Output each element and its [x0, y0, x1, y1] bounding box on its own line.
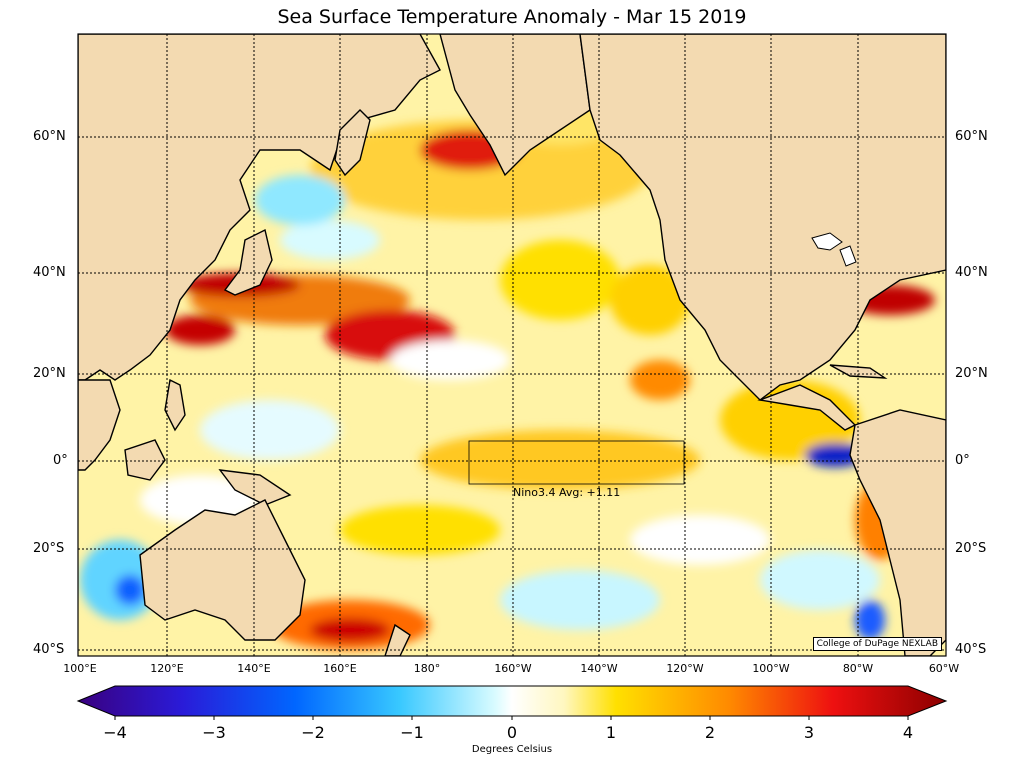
lon-label-160e: 160°E [323, 662, 357, 675]
lon-label-120w: 120°W [666, 662, 704, 675]
lat-label-40s-left: 40°S [33, 642, 65, 657]
nino34-label: Nino3.4 Avg: +1.11 [513, 486, 621, 499]
indochina-landmass [78, 379, 121, 471]
lon-label-100e: 100°E [63, 662, 97, 675]
new-zealand-landmass [384, 623, 411, 656]
colorbar-tick-1: 1 [605, 723, 617, 742]
lat-label-40s-right: 40°S [955, 642, 987, 657]
philippines-landmass [164, 378, 186, 432]
lat-label-20n-left: 20°N [33, 366, 66, 381]
lat-label-20s-left: 20°S [33, 541, 65, 556]
lat-label-eq-right: 0° [955, 453, 970, 468]
colorbar-tick-0: 0 [506, 723, 518, 742]
colorbar-tick-2: 2 [704, 723, 716, 742]
lat-label-40n-left: 40°N [33, 265, 66, 280]
lat-label-60n-left: 60°N [33, 129, 66, 144]
map-frame [77, 33, 947, 657]
north-america-landmass [579, 34, 946, 401]
colorbar-tick-4: 4 [902, 723, 914, 742]
lon-label-160w: 160°W [494, 662, 532, 675]
kamchatka-landmass [334, 109, 371, 177]
central-america-landmass [757, 384, 857, 431]
borneo-landmass [124, 439, 166, 481]
credit-label: College of DuPage NEXLAB [812, 637, 942, 651]
colorbar-tick-neg3: −3 [202, 723, 226, 742]
colorbar-tick-neg1: −1 [400, 723, 424, 742]
colorbar-tick-neg2: −2 [301, 723, 325, 742]
map-title: Sea Surface Temperature Anomaly - Mar 15… [277, 6, 747, 28]
colorbar-tick-marks [114, 716, 909, 720]
lat-label-20n-right: 20°N [955, 366, 988, 381]
lon-label-80w: 80°W [842, 662, 874, 675]
lon-label-100w: 100°W [752, 662, 790, 675]
lat-label-eq-left: 0° [53, 453, 68, 468]
lon-label-180: 180° [413, 662, 441, 675]
lon-label-120e: 120°E [150, 662, 184, 675]
colorbar [76, 685, 948, 717]
great-lakes [811, 232, 857, 267]
nino34-box [468, 440, 685, 485]
map-gridlines [78, 34, 946, 656]
lat-label-60n-right: 60°N [955, 129, 988, 144]
lat-label-20s-right: 20°S [955, 541, 987, 556]
lat-label-40n-right: 40°N [955, 265, 988, 280]
colorbar-title: Degrees Celsius [471, 744, 553, 755]
colorbar-tick-neg4: −4 [103, 723, 127, 742]
japan-landmass [223, 228, 273, 296]
australia-landmass [139, 499, 306, 641]
new-guinea-landmass [218, 469, 292, 506]
colorbar-tick-3: 3 [803, 723, 815, 742]
lon-label-140e: 140°E [237, 662, 271, 675]
landmasses [78, 34, 946, 656]
lon-label-140w: 140°W [580, 662, 618, 675]
lon-label-60w: 60°W [928, 662, 960, 675]
